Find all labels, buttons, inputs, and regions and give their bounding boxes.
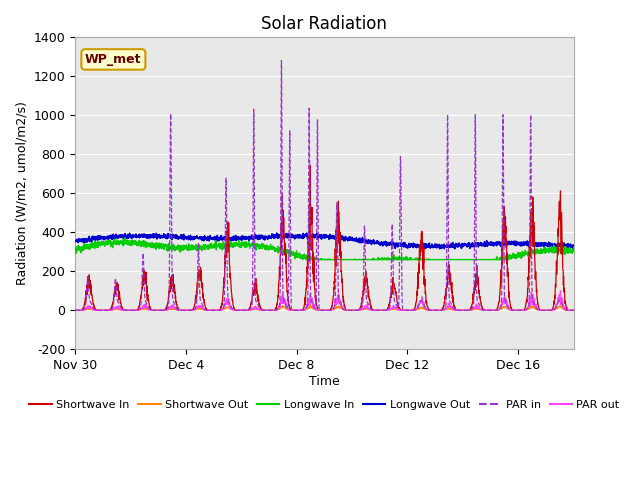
Longwave Out <box>570 243 577 249</box>
Shortwave In <box>307 163 314 168</box>
PAR out <box>71 307 79 313</box>
Longwave In <box>121 235 129 240</box>
Longwave In <box>182 243 189 249</box>
PAR out <box>557 288 564 294</box>
Line: Shortwave In: Shortwave In <box>75 166 573 310</box>
Text: WP_met: WP_met <box>85 53 141 66</box>
Shortwave In <box>340 300 348 305</box>
Longwave Out <box>71 239 79 244</box>
Longwave Out <box>252 235 260 240</box>
PAR in <box>570 307 577 313</box>
Line: Shortwave Out: Shortwave Out <box>75 304 573 310</box>
PAR out <box>120 307 127 313</box>
PAR out <box>182 307 189 313</box>
Longwave In <box>71 249 79 254</box>
Line: PAR out: PAR out <box>75 291 573 310</box>
Longwave Out <box>150 235 157 241</box>
Line: Longwave Out: Longwave Out <box>75 233 573 249</box>
Longwave In <box>252 243 260 249</box>
Shortwave In <box>150 307 157 313</box>
PAR out <box>150 307 157 313</box>
Shortwave Out <box>120 307 127 313</box>
PAR out <box>252 304 260 310</box>
Title: Solar Radiation: Solar Radiation <box>261 15 387 33</box>
Y-axis label: Radiation (W/m2, umol/m2/s): Radiation (W/m2, umol/m2/s) <box>15 101 28 285</box>
PAR in <box>506 306 513 312</box>
PAR out <box>570 307 577 313</box>
Legend: Shortwave In, Shortwave Out, Longwave In, Longwave Out, PAR in, PAR out: Shortwave In, Shortwave Out, Longwave In… <box>25 396 624 414</box>
PAR in <box>548 307 556 313</box>
Longwave Out <box>182 234 189 240</box>
PAR in <box>120 307 127 313</box>
Shortwave Out <box>182 307 189 313</box>
Line: PAR in: PAR in <box>75 60 573 310</box>
Shortwave Out <box>506 307 513 312</box>
Shortwave In <box>71 307 79 313</box>
Line: Longwave In: Longwave In <box>75 238 573 260</box>
Longwave In <box>120 238 127 244</box>
Longwave In <box>570 244 577 250</box>
PAR out <box>506 305 513 311</box>
Shortwave Out <box>71 307 79 313</box>
Shortwave In <box>120 307 127 312</box>
Shortwave In <box>182 307 189 313</box>
PAR in <box>71 307 79 313</box>
Longwave In <box>302 257 310 263</box>
Longwave In <box>506 252 513 257</box>
Shortwave Out <box>570 307 577 313</box>
PAR in <box>150 307 157 313</box>
Longwave Out <box>451 246 458 252</box>
Shortwave Out <box>252 306 260 312</box>
X-axis label: Time: Time <box>309 375 340 388</box>
Longwave Out <box>120 232 127 238</box>
PAR in <box>182 307 189 313</box>
PAR in <box>278 58 285 63</box>
Longwave In <box>340 257 348 263</box>
PAR in <box>340 307 348 312</box>
Shortwave Out <box>340 307 348 313</box>
PAR in <box>252 298 260 304</box>
Longwave Out <box>506 240 513 245</box>
PAR out <box>340 306 348 312</box>
Shortwave In <box>252 283 260 289</box>
Longwave Out <box>273 230 280 236</box>
Longwave Out <box>340 236 348 241</box>
Longwave In <box>150 242 157 248</box>
Shortwave In <box>570 307 577 313</box>
Shortwave Out <box>307 301 314 307</box>
Shortwave Out <box>150 307 157 313</box>
Shortwave In <box>506 293 513 299</box>
